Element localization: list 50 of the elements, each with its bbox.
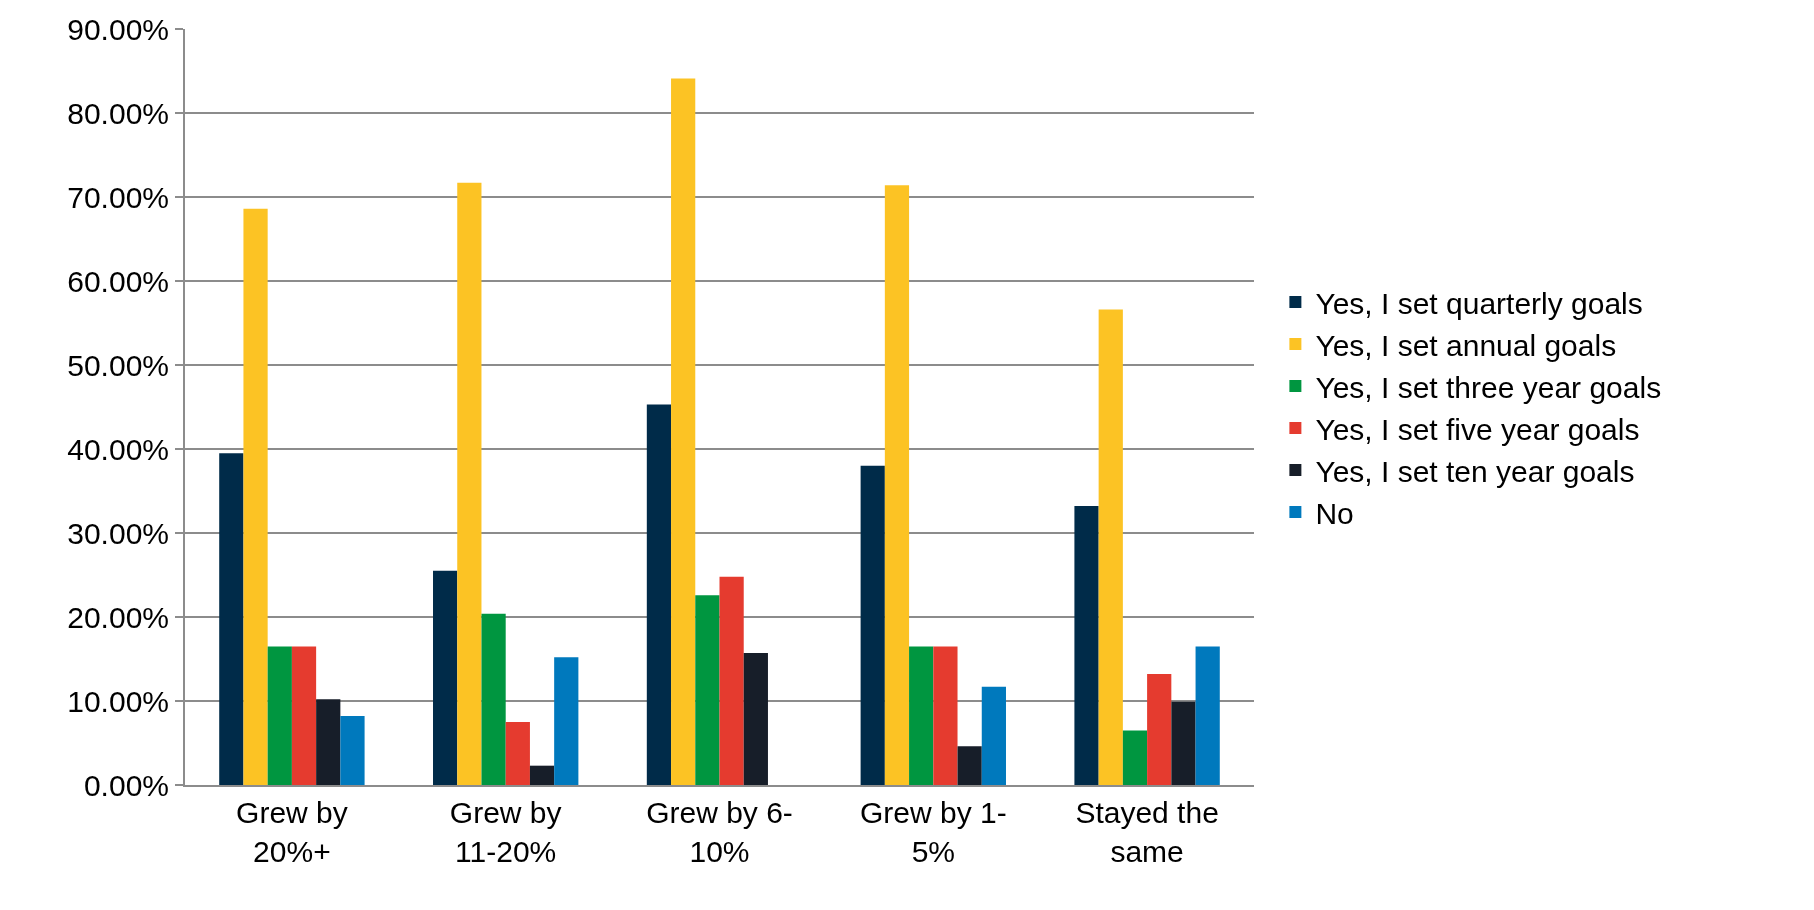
- bar: [671, 78, 696, 785]
- bar: [505, 722, 530, 785]
- bar: [1074, 506, 1099, 785]
- bar: [340, 716, 365, 785]
- bar: [1098, 309, 1123, 785]
- bar: [457, 182, 482, 785]
- x-tick-label: Grew by 1- 5%: [859, 796, 1007, 868]
- legend-label: Yes, I set ten year goals: [1315, 454, 1635, 488]
- y-tick-label: 30.00%: [67, 516, 169, 550]
- legend-label: No: [1315, 496, 1354, 530]
- bar: [646, 404, 672, 785]
- legend-label: Yes, I set quarterly goals: [1315, 286, 1643, 320]
- y-tick-label: 40.00%: [67, 432, 169, 466]
- bar: [860, 465, 885, 785]
- bar: [981, 686, 1006, 785]
- bar: [909, 646, 934, 785]
- bar: [481, 613, 506, 785]
- x-tick-label: Grew by 20%+: [236, 796, 348, 868]
- bar: [1147, 674, 1172, 785]
- bar: [719, 576, 744, 785]
- bar: [957, 746, 982, 785]
- legend-label: Yes, I set annual goals: [1315, 328, 1617, 362]
- bar: [1122, 730, 1148, 785]
- bar: [291, 646, 317, 785]
- bar: [267, 646, 292, 785]
- bar: [743, 653, 768, 785]
- bar: [695, 595, 720, 785]
- x-tick-label: Grew by 6- 10%: [646, 796, 793, 868]
- y-tick-label: 80.00%: [67, 96, 169, 130]
- y-tick-label: 20.00%: [67, 600, 169, 634]
- bar: [529, 765, 555, 785]
- bar: [1171, 701, 1196, 785]
- bar: [933, 646, 958, 785]
- bar: [316, 699, 341, 785]
- y-tick-label: 50.00%: [67, 348, 169, 382]
- y-tick-label: 60.00%: [67, 264, 169, 298]
- bar: [884, 185, 910, 785]
- bar: [243, 208, 268, 785]
- legend-label: Yes, I set three year goals: [1315, 370, 1662, 404]
- x-tick-label: Grew by 11-20%: [449, 796, 562, 868]
- bar: [1195, 646, 1220, 785]
- y-tick-label: 90.00%: [67, 12, 169, 46]
- bar: [219, 453, 244, 785]
- x-tick-label: Stayed the same: [1075, 796, 1219, 868]
- bar: [433, 570, 458, 785]
- bar: [554, 657, 579, 785]
- y-tick-label: 0.00%: [83, 768, 169, 802]
- y-tick-label: 10.00%: [67, 684, 169, 718]
- y-tick-label: 70.00%: [67, 180, 169, 214]
- legend-label: Yes, I set five year goals: [1315, 412, 1640, 446]
